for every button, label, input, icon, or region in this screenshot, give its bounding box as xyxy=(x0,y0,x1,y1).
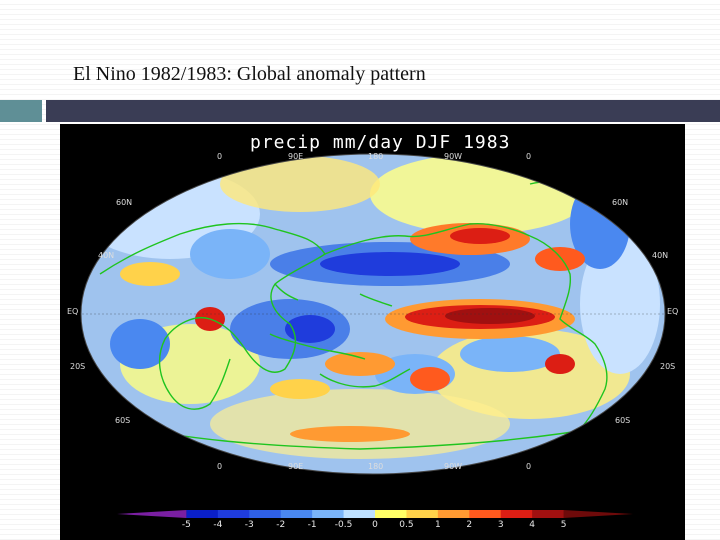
colorbar-swatch xyxy=(312,510,345,518)
lat-label-left: 20S xyxy=(70,362,86,371)
lon-label-top: 90E xyxy=(288,152,304,161)
colorbar-tick-label: 0 xyxy=(372,520,378,530)
lat-label-left: 60S xyxy=(115,416,131,425)
map-panel: precip mm/day DJF 1983 0 90E 180 90W 0 0… xyxy=(60,124,685,540)
lat-label-right: 40N xyxy=(652,251,669,260)
lon-label-bottom: 0 xyxy=(217,462,223,471)
colorbar-swatch xyxy=(437,510,470,518)
colorbar-tick-label: 0.5 xyxy=(399,520,414,530)
header-bar xyxy=(46,100,720,122)
lat-label-right: 20S xyxy=(660,362,676,371)
slide-title: El Nino 1982/1983: Global anomaly patter… xyxy=(73,63,426,85)
globe-outline xyxy=(80,153,666,475)
lon-label-top: 90W xyxy=(444,152,463,161)
colorbar-tick-label: -2 xyxy=(276,520,286,530)
lon-label-top: 0 xyxy=(526,152,532,161)
accent-block xyxy=(0,100,42,122)
colorbar-tick-label: -0.5 xyxy=(334,520,353,530)
lat-label-right: 60N xyxy=(612,198,629,207)
colorbar-tick-label: 4 xyxy=(529,520,536,530)
colorbar-tick-label: 5 xyxy=(560,520,567,530)
colorbar-tick-label: -5 xyxy=(181,520,191,530)
map-title: precip mm/day DJF 1983 xyxy=(250,132,511,153)
colorbar-swatch xyxy=(469,510,502,518)
colorbar-swatch xyxy=(249,510,282,518)
lon-label-bottom: 90E xyxy=(288,462,304,471)
lat-label-left: 40N xyxy=(98,251,115,260)
lat-label-left: 60N xyxy=(116,198,133,207)
colorbar-tick-label: -4 xyxy=(213,520,223,530)
colorbar-arrow-left xyxy=(117,510,187,518)
lon-label-bottom: 0 xyxy=(526,462,532,471)
lat-label-right: 60S xyxy=(615,416,631,425)
colorbar-tick-label: 1 xyxy=(434,520,441,530)
colorbar-swatch xyxy=(375,510,407,518)
lat-label-right: EQ xyxy=(667,307,679,316)
lon-label-top: 180 xyxy=(368,152,384,161)
lon-label-bottom: 90W xyxy=(444,462,463,471)
colorbar-swatch xyxy=(532,510,565,518)
colorbar-swatch xyxy=(186,510,219,518)
colorbar-tick-label: -1 xyxy=(307,520,317,530)
lon-label-bottom: 180 xyxy=(368,462,384,471)
colorbar-swatch xyxy=(343,510,376,518)
colorbar-tick-label: 2 xyxy=(466,520,473,530)
lon-label-top: 0 xyxy=(217,152,223,161)
colorbar-tick-label: -3 xyxy=(244,520,254,530)
colorbar-tick-label: 3 xyxy=(497,520,504,530)
colorbar-swatch xyxy=(406,510,439,518)
colorbar xyxy=(117,510,633,518)
colorbar-swatch xyxy=(217,510,250,518)
lat-label-left: EQ xyxy=(67,307,79,316)
colorbar-swatch xyxy=(280,510,313,518)
colorbar-swatch xyxy=(500,510,533,518)
colorbar-arrow-right xyxy=(563,510,633,518)
precip-anomaly-map xyxy=(80,153,666,518)
